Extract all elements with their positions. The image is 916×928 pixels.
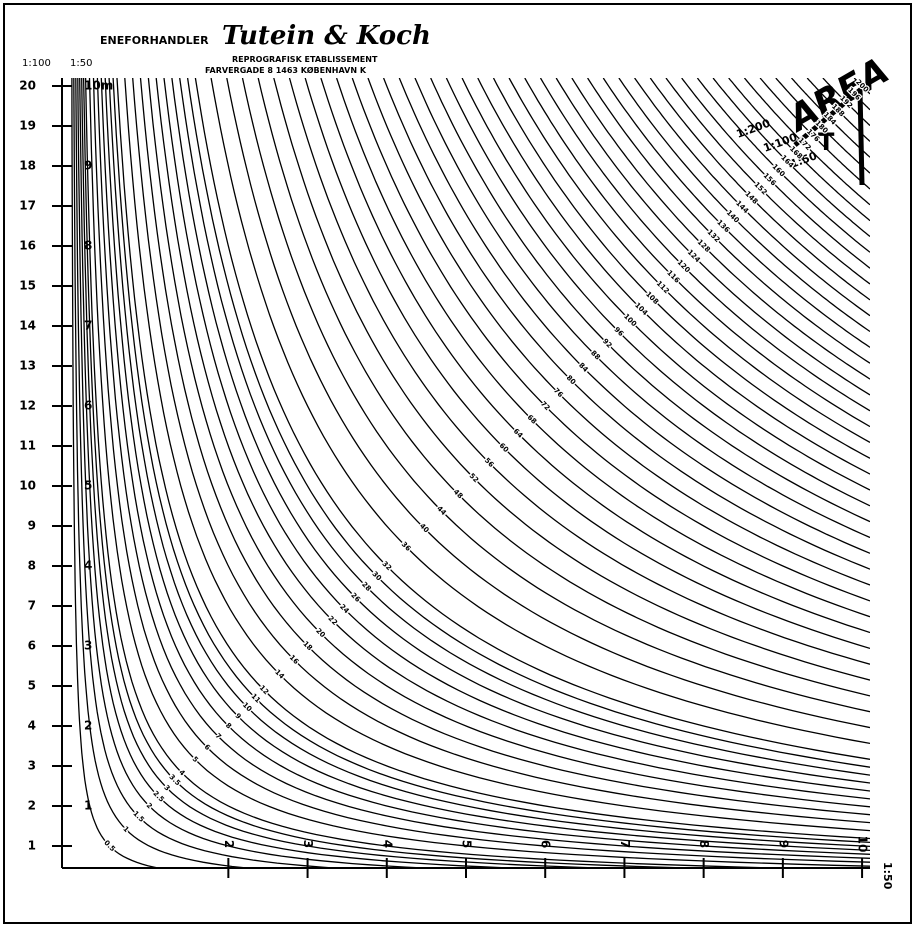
nomogram-sheet: ENEFORHANDLER Tutein & Koch REPROGRAFISK… bbox=[0, 0, 916, 928]
page: ENEFORHANDLER Tutein & Koch REPROGRAFISK… bbox=[0, 0, 916, 928]
y-tick-label: 14 bbox=[19, 319, 36, 333]
header-line2: FARVERGADE 8 1463 KØBENHAVN K bbox=[205, 65, 367, 75]
y-tick-label: 16 bbox=[19, 239, 36, 253]
y-tick-label: 3 bbox=[28, 759, 36, 773]
y2-tick-label: 2 bbox=[84, 719, 92, 733]
y-tick-label: 13 bbox=[19, 359, 36, 373]
y-tick-label: 7 bbox=[28, 599, 36, 613]
y2-tick-label: 3 bbox=[84, 639, 92, 653]
header-brand: Tutein & Koch bbox=[222, 21, 431, 51]
scale-label: 1:50 bbox=[70, 58, 92, 69]
y2-tick-label: 7 bbox=[84, 319, 92, 333]
y-tick-label: 19 bbox=[19, 119, 36, 133]
header-line1: REPROGRAFISK ETABLISSEMENT bbox=[232, 55, 378, 64]
y-tick-label: 9 bbox=[28, 519, 36, 533]
y-tick-label: 18 bbox=[19, 159, 36, 173]
y-tick-label: 11 bbox=[19, 439, 36, 453]
y-tick-label: 8 bbox=[28, 559, 36, 573]
y2-tick-label: 6 bbox=[84, 399, 92, 413]
scale-label: 1:50 bbox=[881, 862, 894, 890]
scale-label: 1:100 bbox=[22, 58, 51, 69]
y-tick-label: 1 bbox=[28, 839, 36, 853]
y-tick-label: 12 bbox=[19, 399, 36, 413]
y-tick-label: 4 bbox=[28, 719, 36, 733]
y-tick-label: 2 bbox=[28, 799, 36, 813]
y-tick-label: 15 bbox=[19, 279, 36, 293]
y-tick-label: 20 bbox=[19, 79, 36, 93]
y-tick-label: 10 bbox=[19, 479, 36, 493]
y-tick-label: 5 bbox=[28, 679, 36, 693]
header-prefix: ENEFORHANDLER bbox=[100, 34, 209, 47]
y-tick-label: 6 bbox=[28, 639, 36, 653]
y-tick-label: 17 bbox=[19, 199, 36, 213]
